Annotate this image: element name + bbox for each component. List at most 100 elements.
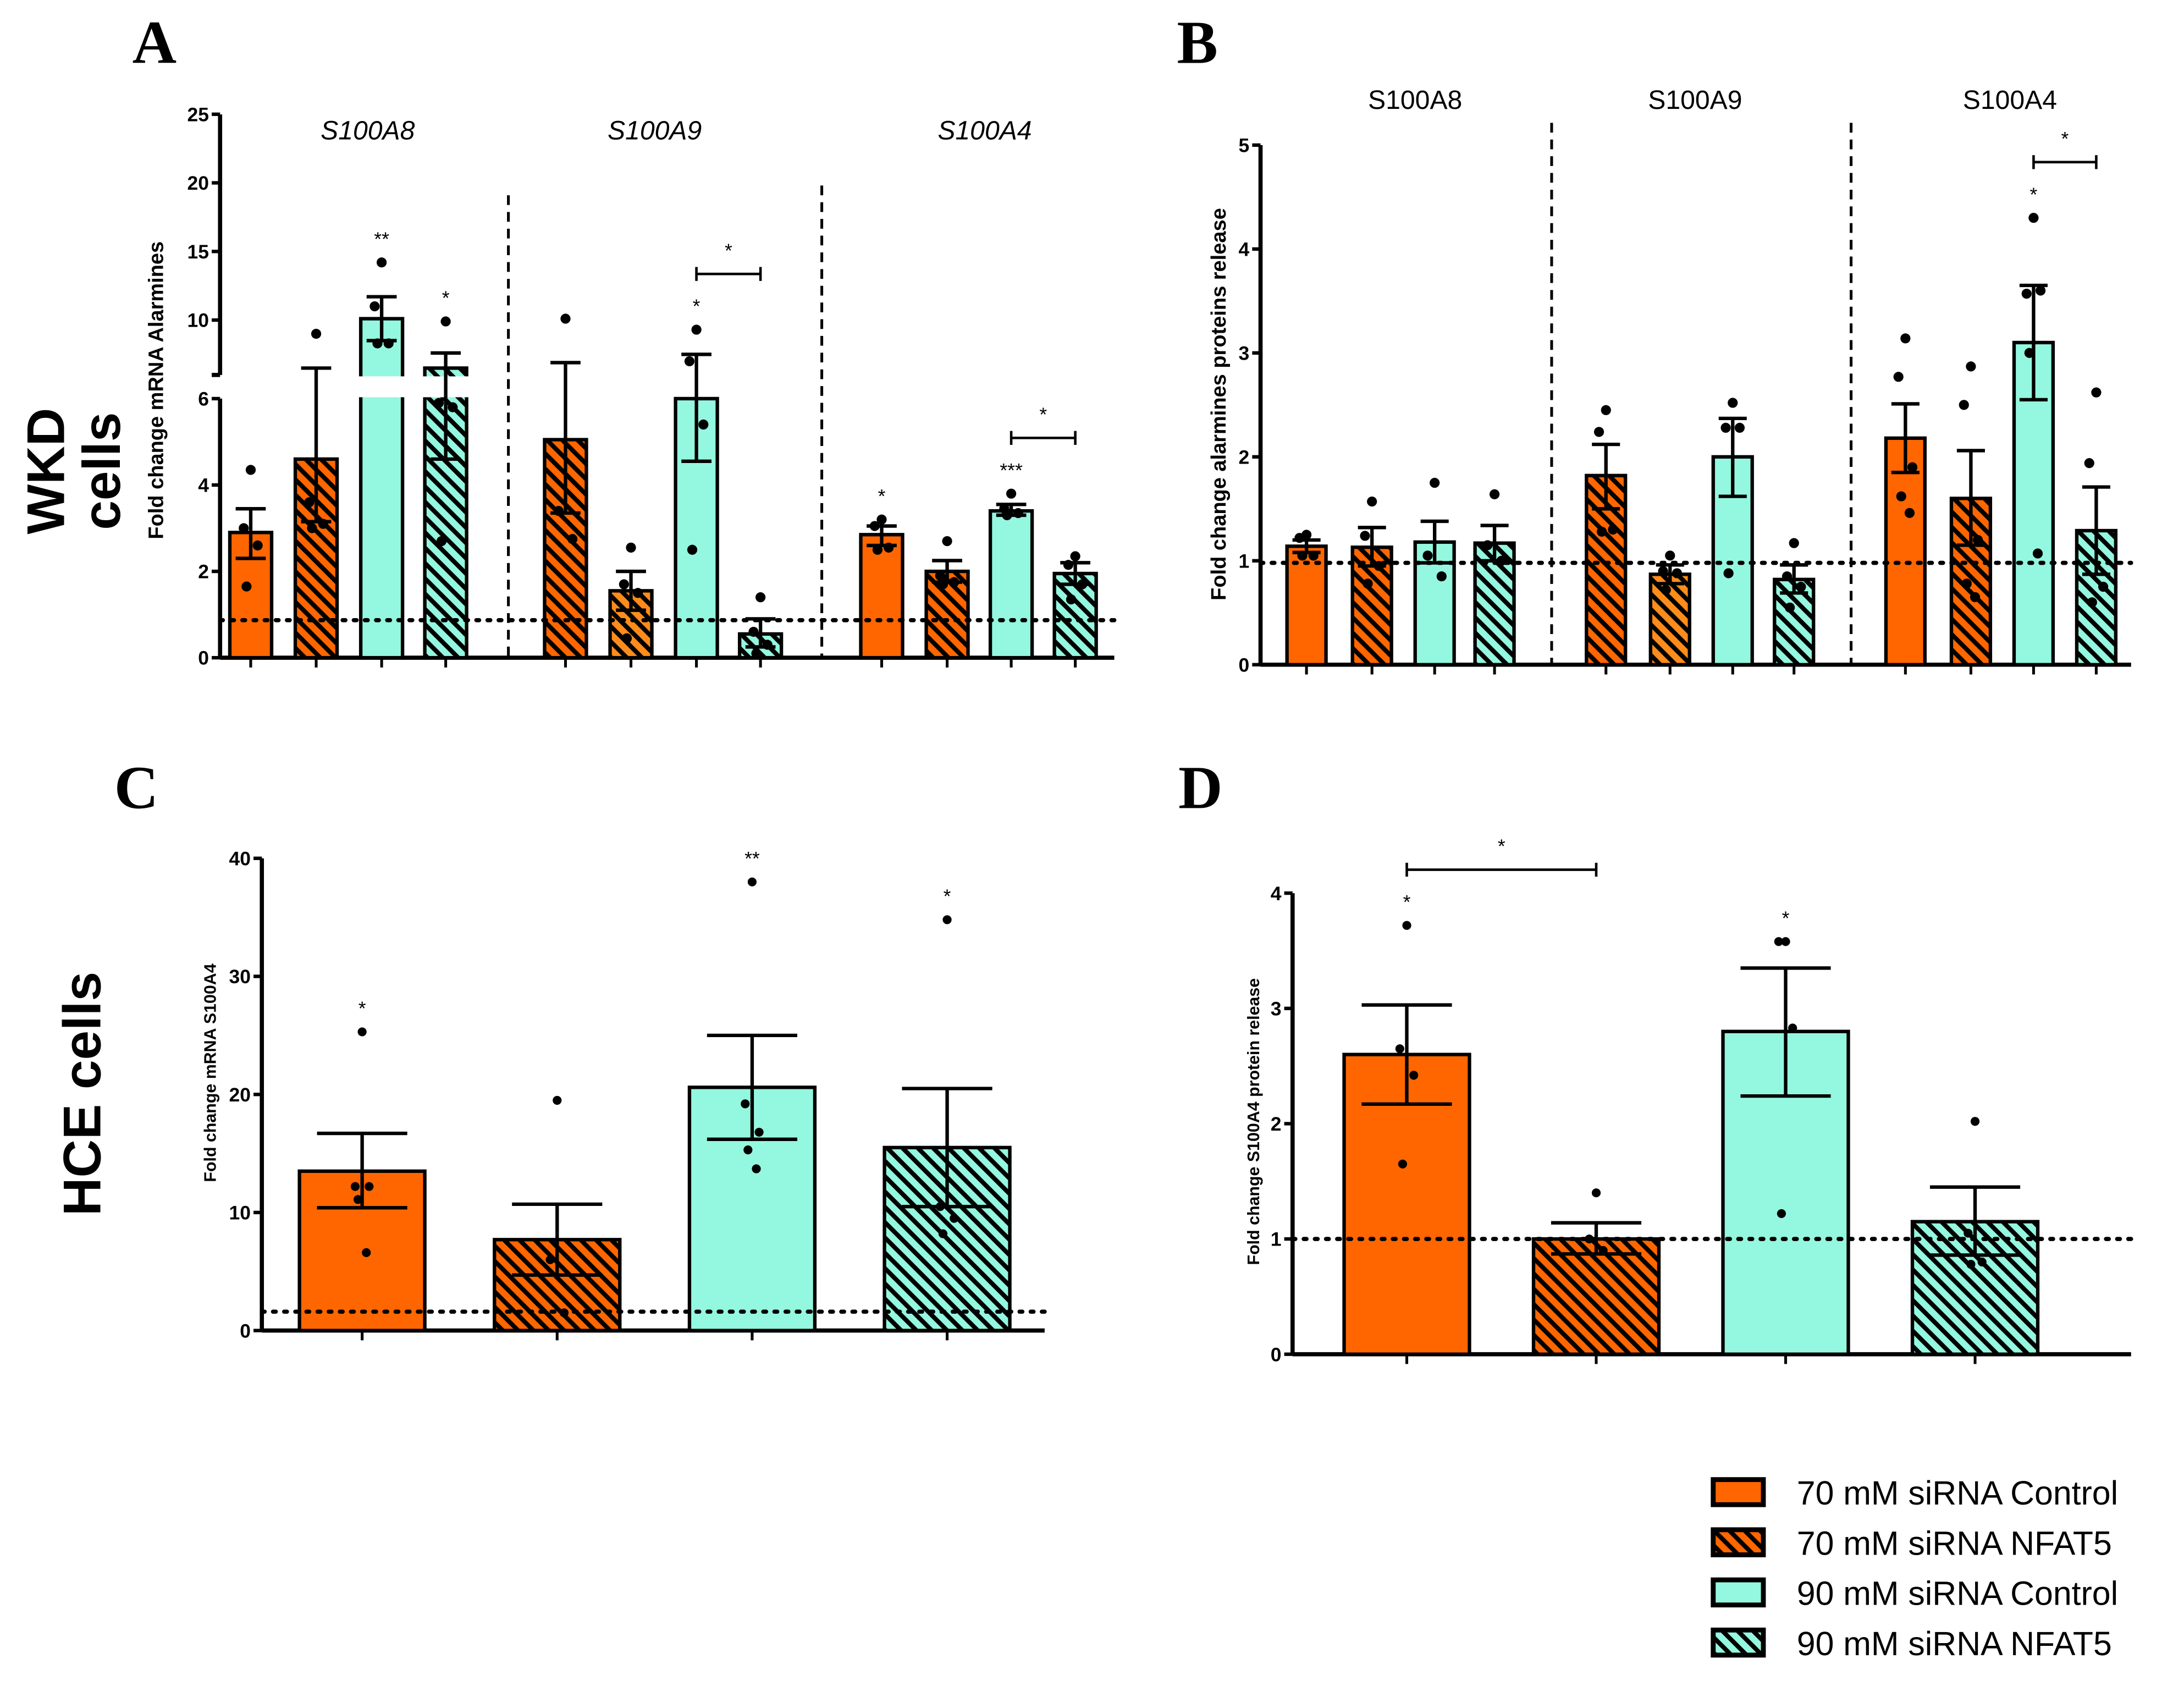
group-label: S100A8 bbox=[321, 116, 415, 146]
data-point bbox=[935, 570, 946, 581]
data-point bbox=[1893, 372, 1904, 382]
data-point bbox=[1784, 602, 1795, 613]
legend-label: 70 mM siRNA NFAT5 bbox=[1797, 1524, 2112, 1562]
bar-group-item bbox=[1949, 361, 1993, 666]
data-point bbox=[1972, 535, 1983, 546]
data-point bbox=[698, 419, 709, 430]
data-point bbox=[1672, 568, 1683, 578]
data-point bbox=[1422, 550, 1433, 561]
data-point bbox=[1782, 571, 1793, 582]
data-point bbox=[376, 257, 387, 268]
data-point bbox=[1977, 1257, 1987, 1267]
bar-group-item bbox=[1473, 489, 1516, 666]
data-point bbox=[1591, 1188, 1601, 1198]
group-label: S100A4 bbox=[1963, 85, 2057, 115]
significance-marker: ** bbox=[744, 847, 760, 869]
data-point bbox=[1665, 550, 1675, 561]
significance-marker: * bbox=[1403, 891, 1411, 913]
bar-group-item bbox=[737, 592, 784, 660]
data-point bbox=[1402, 921, 1411, 930]
data-point bbox=[372, 338, 383, 349]
data-point bbox=[2091, 387, 2102, 398]
bar-group-item bbox=[924, 536, 970, 660]
bar-group-item bbox=[1648, 550, 1691, 666]
data-point bbox=[1006, 488, 1017, 499]
data-point bbox=[1585, 1234, 1594, 1244]
data-point bbox=[741, 1099, 750, 1109]
data-point bbox=[1661, 585, 1671, 595]
data-point bbox=[1489, 489, 1500, 499]
data-point bbox=[950, 1214, 959, 1223]
legend-label: 70 mM siRNA Control bbox=[1797, 1474, 2118, 1512]
data-point bbox=[1398, 1159, 1408, 1169]
axis-break-gap bbox=[358, 376, 406, 398]
y-tick-label: 0 bbox=[240, 1320, 251, 1342]
bar-group-item: ** bbox=[358, 228, 406, 660]
y-tick-label: 4 bbox=[1271, 883, 1282, 905]
significance-marker: ** bbox=[374, 228, 389, 250]
data-point bbox=[747, 877, 757, 886]
bar bbox=[924, 569, 970, 660]
data-point bbox=[1966, 1260, 1976, 1269]
legend-swatch bbox=[1711, 1627, 1766, 1658]
bar bbox=[988, 509, 1034, 660]
panel-letter-c: C bbox=[114, 754, 158, 822]
group-label: S100A9 bbox=[1648, 85, 1742, 115]
data-point bbox=[383, 338, 394, 349]
data-point bbox=[691, 324, 702, 335]
data-point bbox=[687, 544, 698, 555]
data-point bbox=[751, 648, 762, 659]
data-point bbox=[1720, 422, 1731, 433]
bar-group-item bbox=[1884, 333, 1927, 666]
bar-group-item bbox=[1531, 1188, 1661, 1356]
data-point bbox=[684, 356, 695, 367]
y-axis-title: Fold change alarmines proteins release bbox=[1207, 208, 1231, 600]
y-axis-title: Fold change mRNA Alarmines bbox=[145, 241, 168, 539]
row-label-hce: HCE cells bbox=[53, 972, 112, 1216]
bar bbox=[1052, 571, 1098, 660]
y-tick-label: 30 bbox=[229, 966, 251, 988]
y-tick-label: 25 bbox=[187, 103, 209, 125]
data-point bbox=[937, 579, 948, 589]
y-tick-label: 0 bbox=[1271, 1343, 1282, 1365]
data-point bbox=[357, 1027, 367, 1037]
data-point bbox=[1961, 578, 1972, 589]
data-point bbox=[1970, 1117, 1980, 1126]
bar-group-item: * bbox=[297, 998, 427, 1332]
data-point bbox=[318, 519, 328, 529]
bracket-label: * bbox=[1039, 404, 1047, 426]
data-point bbox=[754, 1127, 764, 1137]
significance-bracket: * bbox=[1010, 404, 1077, 445]
data-point bbox=[1781, 937, 1790, 946]
data-point bbox=[1601, 405, 1611, 415]
data-point bbox=[949, 577, 959, 587]
y-tick-label: 2 bbox=[1271, 1113, 1282, 1135]
data-point bbox=[2021, 288, 2032, 299]
row-label-wkd: WKD bbox=[17, 408, 76, 535]
bar-group-item bbox=[493, 1095, 622, 1332]
data-point bbox=[1966, 361, 1976, 372]
y-tick-label: 6 bbox=[198, 388, 209, 410]
significance-bracket: * bbox=[2032, 128, 2098, 169]
group-label: S100A9 bbox=[608, 116, 702, 146]
data-point bbox=[1436, 571, 1447, 582]
data-point bbox=[1593, 427, 1604, 437]
data-point bbox=[369, 301, 380, 312]
panel-letter-d: D bbox=[1178, 754, 1222, 822]
bar bbox=[293, 457, 339, 660]
bar-group-item: * bbox=[859, 485, 905, 660]
legend-item: 70 mM siRNA Control bbox=[1711, 1474, 2118, 1512]
legend-swatch bbox=[1711, 1577, 1766, 1608]
data-point bbox=[1658, 566, 1668, 576]
y-tick-label: 10 bbox=[187, 310, 209, 332]
group-label: S100A4 bbox=[937, 116, 1032, 146]
data-point bbox=[1964, 1228, 1973, 1238]
bar-group-item bbox=[1350, 496, 1393, 666]
data-point bbox=[1896, 491, 1906, 502]
data-point bbox=[1907, 462, 1918, 472]
y-tick-label: 1 bbox=[1239, 550, 1250, 572]
data-point bbox=[752, 1164, 761, 1173]
data-point bbox=[938, 1229, 948, 1238]
data-point bbox=[1598, 1246, 1608, 1255]
